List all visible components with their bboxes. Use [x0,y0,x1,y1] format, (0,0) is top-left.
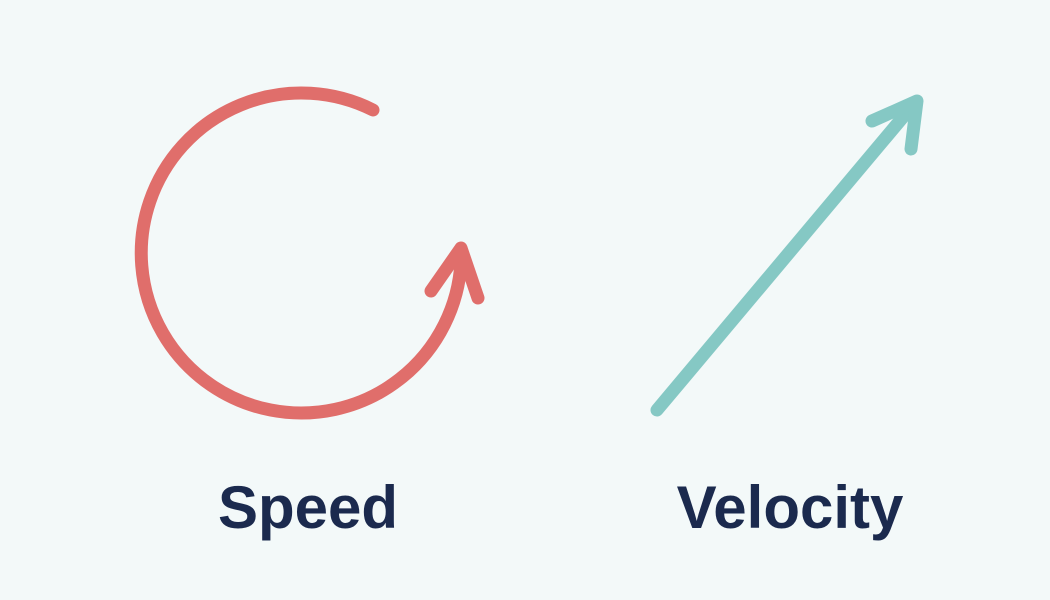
circular-arrow-arc [134,86,468,420]
circular-arrow-head [424,241,485,305]
diagonal-arrow-head [865,94,924,156]
circular-arrow-icon [134,86,485,420]
speed-label: Speed [217,474,399,541]
diagonal-arrow-shaft [650,97,921,417]
diagonal-arrow-icon [650,94,924,417]
velocity-label: Velocity [676,474,904,541]
